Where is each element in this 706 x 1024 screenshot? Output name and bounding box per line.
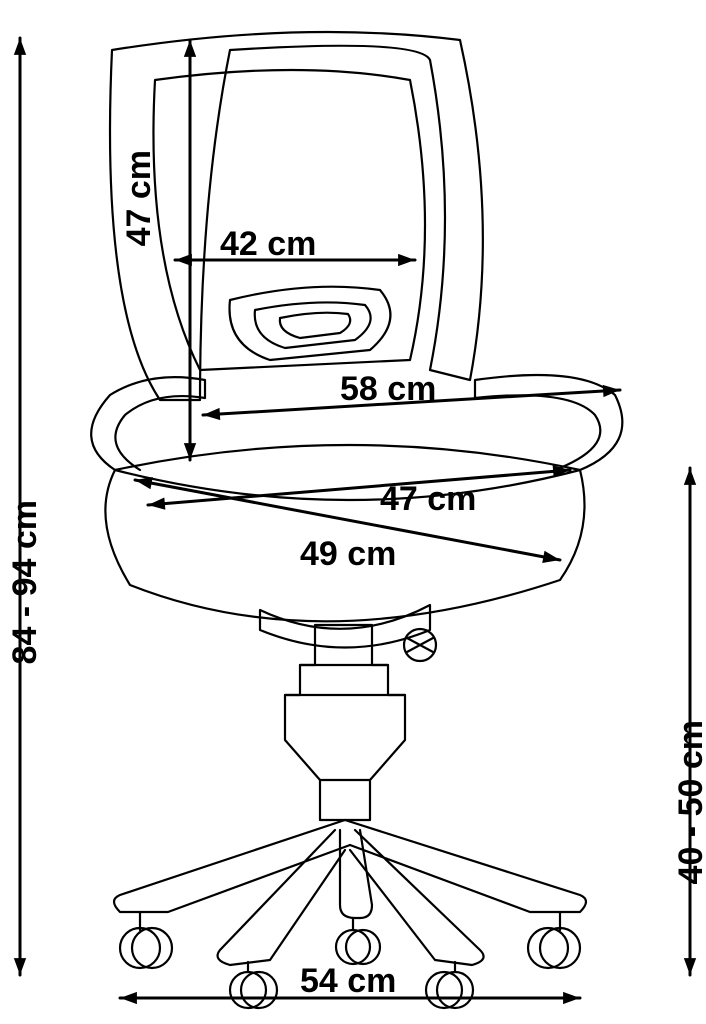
dim-back-height-label: 47 cm (120, 150, 159, 246)
dim-arm-width-label: 58 cm (340, 370, 436, 409)
dim-back-width-label: 42 cm (220, 225, 316, 264)
dimension-diagram (0, 0, 706, 1024)
dim-base-width-label: 54 cm (300, 962, 396, 1001)
dim-seat-width-label: 49 cm (300, 535, 396, 574)
dim-seat-depth-label: 47 cm (380, 480, 476, 519)
dimension-lines (14, 38, 696, 1004)
chair-outline (91, 32, 622, 1008)
dim-seat-height-label: 40 - 50 cm (672, 720, 706, 884)
dim-total-height-label: 84 - 94 cm (6, 500, 45, 664)
